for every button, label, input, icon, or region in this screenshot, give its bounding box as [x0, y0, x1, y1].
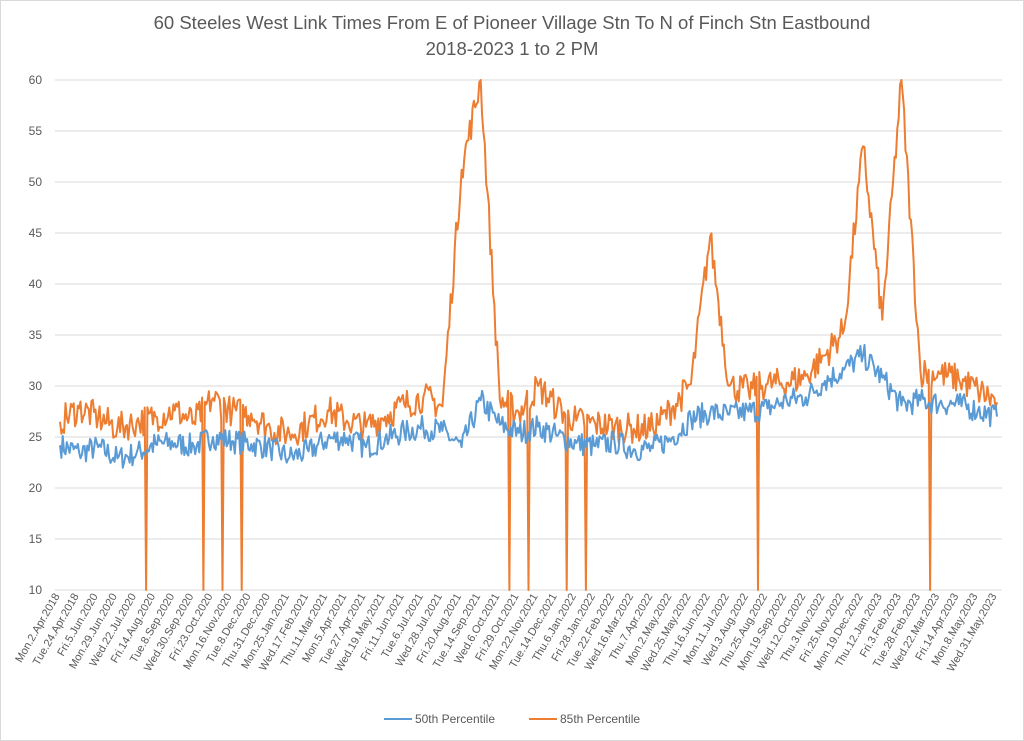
y-tick-label: 45 [29, 226, 43, 240]
y-tick-label: 55 [29, 124, 43, 138]
y-tick-label: 30 [29, 379, 43, 393]
legend-label-50th: 50th Percentile [414, 712, 495, 726]
y-tick-label: 60 [29, 73, 43, 87]
y-tick-label: 15 [29, 532, 43, 546]
chart-title: 60 Steeles West Link Times From E of Pio… [153, 12, 871, 33]
legend-label-85th: 85th Percentile [560, 712, 641, 726]
y-tick-label: 40 [29, 277, 43, 291]
y-axis-ticks: 10 15 20 25 30 35 40 45 50 55 60 [29, 73, 43, 597]
legend-item-50th: 50th Percentile [383, 712, 495, 726]
legend-swatch-85th [529, 718, 557, 720]
y-tick-label: 10 [29, 583, 43, 597]
legend: 50th Percentile 85th Percentile [0, 712, 1024, 726]
x-axis-ticks: Mon.2.Apr.2018Tue.24.Apr.2018Fri.5.Jun.2… [13, 591, 999, 673]
legend-swatch-50th [383, 718, 412, 720]
y-tick-label: 35 [29, 328, 43, 342]
y-tick-label: 20 [29, 481, 43, 495]
series-line-50th [59, 343, 998, 469]
y-tick-label: 25 [29, 430, 43, 444]
series-lines [59, 79, 998, 591]
y-tick-label: 50 [29, 175, 43, 189]
legend-item-85th: 85th Percentile [529, 712, 640, 726]
series-line-85th [59, 79, 998, 591]
chart-subtitle: 2018-2023 1 to 2 PM [425, 38, 599, 59]
